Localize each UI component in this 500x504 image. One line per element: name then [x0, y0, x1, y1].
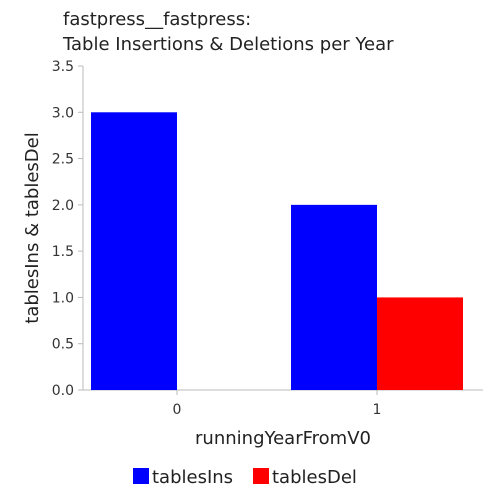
legend: tablesIns tablesDel — [133, 467, 357, 488]
x-axis-label: runningYearFromV0 — [195, 428, 371, 449]
y-tick-label: 3.5 — [52, 59, 74, 75]
legend-swatch-tablesDel — [253, 468, 269, 484]
x-tick-label: 1 — [373, 402, 382, 418]
chart-title-line1: fastpress__fastpress: — [63, 9, 251, 30]
x-tick-label: 0 — [173, 402, 182, 418]
y-tick-label: 1.0 — [52, 290, 74, 306]
y-tick-label: 2.0 — [52, 198, 74, 214]
bar-tablesIns-1 — [291, 204, 377, 390]
bars — [91, 112, 463, 391]
y-tick-label: 0.5 — [52, 337, 74, 353]
legend-label-tablesIns: tablesIns — [152, 467, 233, 488]
chart-title-line2: Table Insertions & Deletions per Year — [62, 34, 394, 55]
legend-swatch-tablesIns — [133, 468, 149, 484]
axes: 0.0 0.5 1.0 1.5 2.0 2.5 3.0 3.5 0 1 — [52, 59, 483, 418]
y-axis-label: tablesIns & tablesDel — [22, 132, 43, 323]
y-tick-label: 0.0 — [52, 383, 74, 399]
legend-label-tablesDel: tablesDel — [272, 467, 357, 488]
y-tick-label: 3.0 — [52, 105, 74, 121]
bar-tablesDel-1 — [377, 297, 463, 390]
y-tick-label: 1.5 — [52, 244, 74, 260]
y-tick-label: 2.5 — [52, 152, 74, 168]
bar-tablesIns-0 — [91, 112, 177, 391]
